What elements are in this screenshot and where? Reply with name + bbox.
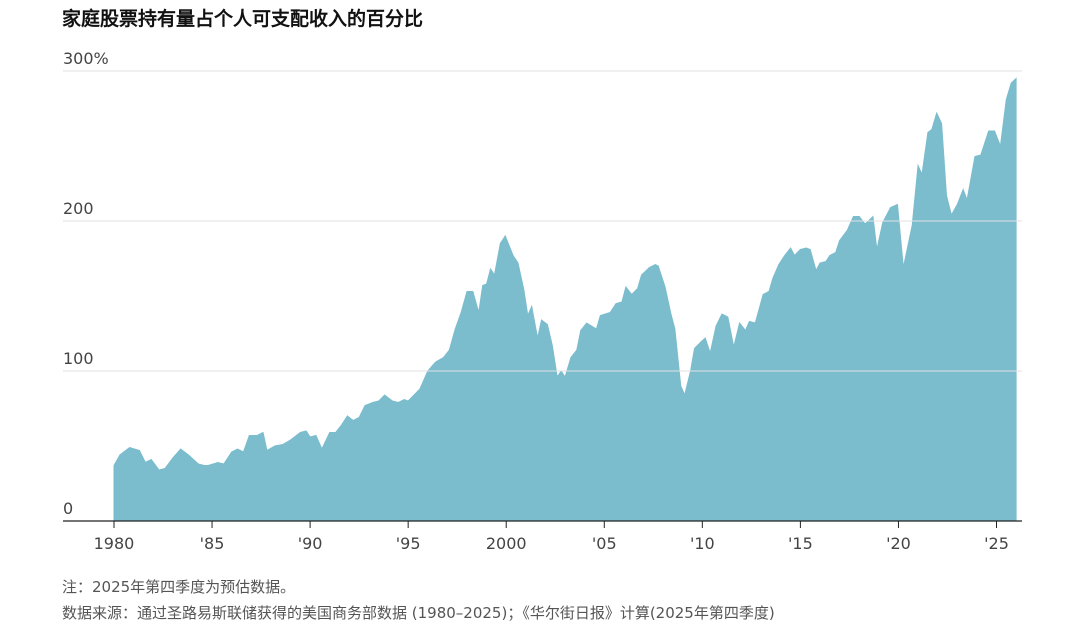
x-tick-label: '85: [200, 534, 225, 553]
chart-title: 家庭股票持有量占个人可支配收入的百分比: [62, 7, 423, 30]
area: [113, 77, 1017, 522]
x-tick-label: '15: [788, 534, 813, 553]
x-tick-label: '95: [396, 534, 421, 553]
x-tick-label: 1980: [94, 534, 135, 553]
source: 数据来源：通过圣路易斯联储获得的美国商务部数据 (1980–2025)；《华尔街…: [62, 604, 775, 622]
x-tick-label: '05: [592, 534, 617, 553]
x-tick-label: '10: [690, 534, 715, 553]
y-tick-label: 200: [63, 199, 94, 218]
y-tick-label: 300%: [63, 49, 109, 68]
footnote: 注：2025年第四季度为预估数据。: [62, 578, 295, 596]
y-tick-label: 0: [63, 499, 73, 518]
x-tick-label: '90: [298, 534, 323, 553]
x-tick-label: '25: [984, 534, 1009, 553]
y-tick-label: 100: [63, 349, 94, 368]
x-tick-label: 2000: [486, 534, 527, 553]
x-tick-label: '20: [886, 534, 911, 553]
